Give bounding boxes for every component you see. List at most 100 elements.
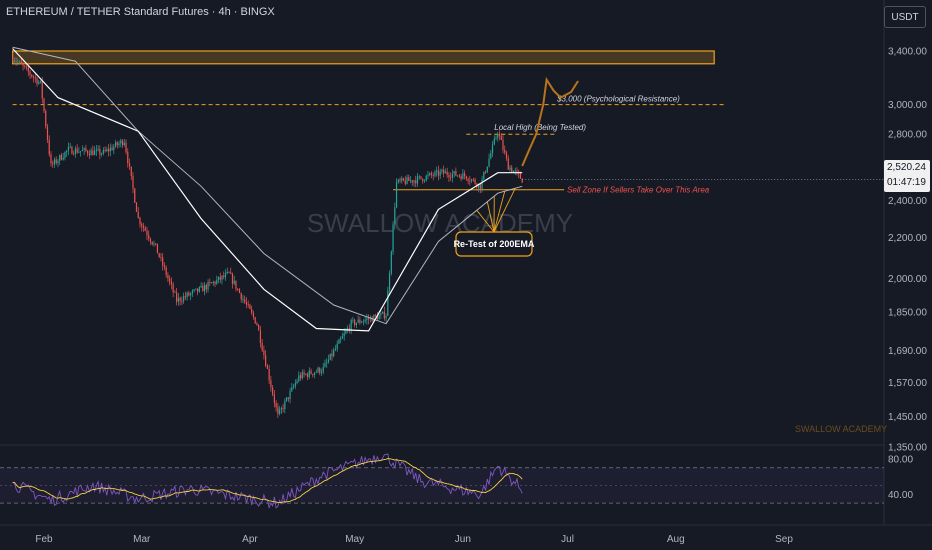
time-tick-label: May [345, 534, 364, 545]
candle-body [313, 372, 316, 375]
candle-body [172, 284, 174, 293]
candle-body [448, 174, 450, 178]
candle-body [514, 170, 516, 172]
candle-body [259, 330, 262, 343]
candle-body [170, 281, 173, 285]
candle-body [301, 372, 303, 379]
candle-body [238, 289, 241, 293]
candle-body [277, 407, 279, 414]
candle-body [92, 150, 94, 156]
candle-body [71, 146, 73, 154]
candle-body [409, 180, 412, 182]
candle-body [437, 170, 440, 176]
candle-body [219, 276, 221, 280]
candle-body [128, 163, 131, 167]
candle-body [165, 267, 167, 276]
candle-body [355, 322, 358, 326]
candle-body [245, 301, 248, 305]
candle-body [362, 321, 364, 323]
candle-body [251, 308, 253, 313]
candle-body [13, 61, 15, 63]
candle-body [465, 176, 467, 179]
candle-body [429, 173, 431, 175]
resistance-zone [11, 50, 715, 65]
candle-body [291, 387, 293, 391]
candle-body [287, 397, 289, 399]
candle-body [36, 78, 38, 84]
candle-body [228, 272, 230, 273]
candle-body [497, 133, 499, 138]
candle-body [298, 375, 300, 382]
candle-body [177, 297, 179, 302]
candle-body [500, 135, 502, 141]
candle-body [272, 387, 274, 395]
candle-body [322, 366, 324, 372]
candle-body [430, 173, 433, 176]
time-tick-label: Apr [242, 534, 258, 545]
retest-callout-text: Re-Test of 200EMA [454, 239, 535, 249]
candle-body [132, 175, 134, 189]
candle-body [254, 317, 256, 324]
candle-body [146, 230, 148, 236]
candle-body [460, 176, 462, 180]
candle-body [34, 77, 36, 79]
candle-body [214, 281, 216, 284]
candle-body [184, 296, 186, 298]
candle-body [336, 343, 338, 349]
candle-body [464, 173, 466, 177]
candle-body [519, 173, 522, 179]
candle-body [402, 178, 405, 181]
candle-body [235, 280, 237, 289]
candle-body [134, 188, 136, 203]
candle-body [81, 150, 83, 152]
candle-body [397, 179, 399, 182]
candle-body [434, 171, 436, 176]
candle-body [252, 312, 255, 318]
candle-body [505, 152, 508, 159]
candle-body [139, 217, 141, 225]
candle-body [404, 180, 406, 184]
candle-body [268, 368, 270, 381]
candle-body [160, 256, 162, 258]
candle-body [511, 167, 513, 173]
candle-body [378, 315, 380, 320]
candle-body [354, 319, 356, 326]
candle-body [418, 176, 420, 178]
candle-body [179, 297, 181, 302]
candle-body [60, 155, 63, 160]
candle-body [240, 292, 242, 300]
candle-body [226, 272, 228, 274]
candle-body [387, 290, 389, 316]
candle-body [443, 169, 445, 174]
retest-pointer [486, 201, 495, 233]
currency-button[interactable]: USDT [884, 6, 926, 28]
candle-body [163, 265, 166, 268]
candle-body [31, 74, 33, 77]
candle-body [25, 66, 28, 68]
candle-body [50, 154, 52, 164]
candle-body [331, 353, 333, 357]
candle-body [357, 319, 359, 323]
candle-body [420, 176, 422, 179]
candle-body [462, 173, 464, 180]
candle-body [334, 348, 337, 351]
candle-body [106, 149, 108, 152]
last-price-tag: 2,520.24 01:47:19 [884, 160, 930, 192]
candle-body [439, 171, 441, 176]
candle-body [490, 153, 492, 159]
candle-body [247, 304, 249, 306]
candle-body [484, 171, 487, 173]
candle-body [348, 328, 351, 331]
candle-body [237, 288, 239, 290]
candle-body [265, 355, 267, 367]
watermark-center: SWALLOW ACADEMY [307, 208, 573, 238]
candle-body [479, 183, 481, 190]
candle-body [144, 227, 146, 231]
candle-body [266, 366, 268, 369]
candle-body [341, 336, 344, 339]
candle-body [376, 315, 378, 320]
candle-body [343, 333, 345, 337]
candle-body [477, 183, 480, 188]
candle-body [195, 288, 197, 290]
